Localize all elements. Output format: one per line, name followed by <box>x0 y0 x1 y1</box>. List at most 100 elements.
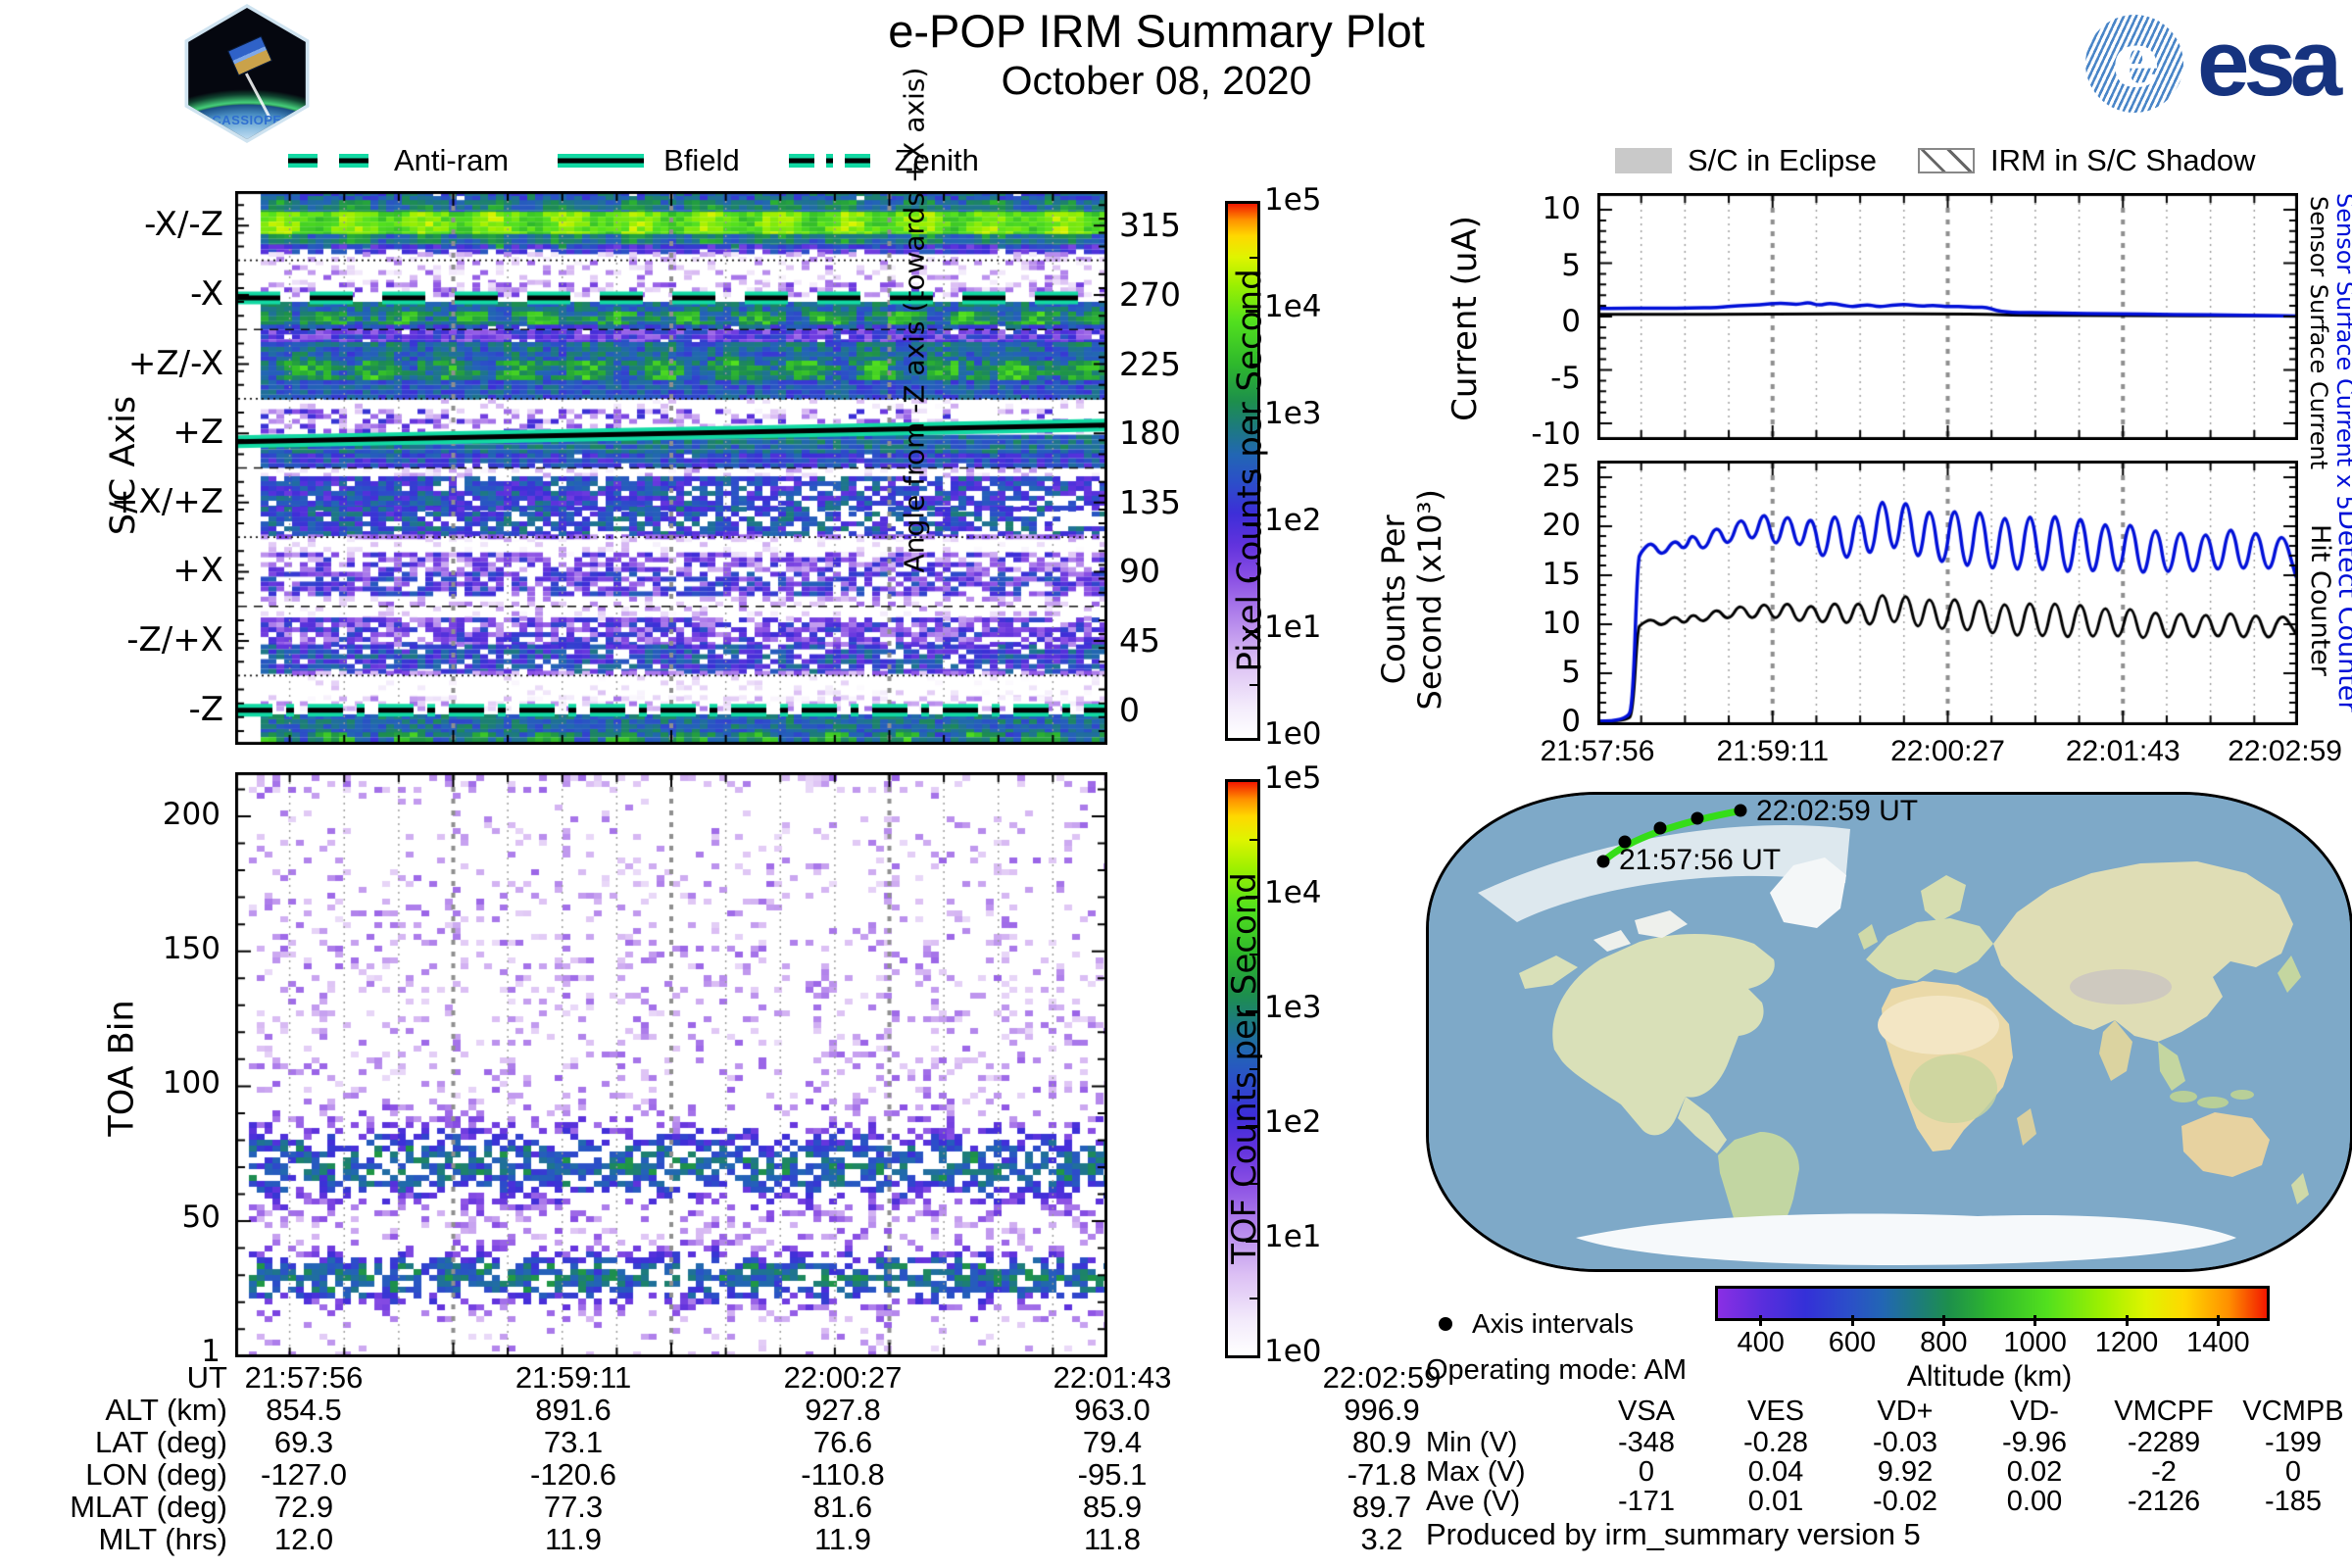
colorbar-tick-icon <box>1246 1010 1257 1013</box>
colorbar-tick-icon <box>1246 1240 1257 1243</box>
altitude-tick-icon <box>2034 1315 2037 1326</box>
tof-cbar-tick-label: 1e2 <box>1264 1104 1322 1140</box>
altitude-tick-icon <box>1759 1315 1763 1326</box>
counts-ytick-label: 5 <box>1561 655 1581 690</box>
counts-ytick-label: 15 <box>1542 557 1581 592</box>
axis-intervals-dot-icon <box>1439 1317 1452 1331</box>
voltage-col-header: VES <box>1746 1396 1805 1427</box>
eclipse-shadow-legend: S/C in Eclipse IRM in S/C Shadow <box>1615 143 2255 178</box>
current-ytick-label: -5 <box>1550 360 1581 396</box>
ephemeris-cell: -120.6 <box>530 1457 616 1492</box>
altitude-tick-label: 800 <box>1920 1327 1968 1358</box>
altitude-tick-icon <box>1850 1315 1854 1326</box>
ephemeris-row-header: ALT (km) <box>105 1393 227 1427</box>
tof-cbar-tick-label: 1e5 <box>1264 760 1322 796</box>
voltage-cell: 0.04 <box>1747 1456 1804 1488</box>
voltage-cell: -9.96 <box>2001 1427 2068 1458</box>
sc-axis-row-label: -X/-Z <box>144 205 223 245</box>
legend-item-eclipse: S/C in Eclipse <box>1615 143 1877 178</box>
solid-line-icon <box>558 154 645 168</box>
line-style-legend: Anti-ram Bfield Zenith <box>284 143 979 178</box>
pixel-cbar-tick-label: 1e5 <box>1264 182 1322 218</box>
colorbar-tick-icon <box>1250 1182 1257 1185</box>
time-xtick-label: 22:01:43 <box>2065 735 2180 767</box>
colorbar-tick-icon <box>1246 310 1257 313</box>
ephemeris-row-header: UT <box>186 1360 227 1395</box>
voltage-row-header: Ave (V) <box>1426 1486 1521 1517</box>
counts-ytick-label: 0 <box>1561 704 1581 739</box>
voltage-col-header: VD+ <box>1877 1396 1934 1427</box>
counts-ytick-label: 25 <box>1542 459 1581 494</box>
satellite-icon <box>227 35 273 76</box>
voltage-cell: -348 <box>1617 1427 1676 1458</box>
ephemeris-cell: 72.9 <box>273 1490 334 1524</box>
track-dot-icon <box>1734 804 1747 817</box>
ephemeris-cell: 996.9 <box>1344 1393 1420 1427</box>
time-xtick-label: 21:57:56 <box>1540 735 1655 767</box>
page-title: e-POP IRM Summary Plot <box>888 5 1425 57</box>
ephemeris-cell: 79.4 <box>1082 1425 1143 1459</box>
legend-item-zenith: Zenith <box>785 143 979 178</box>
angle-tick-label: 315 <box>1119 206 1181 245</box>
ephemeris-cell: 21:57:56 <box>244 1360 364 1395</box>
ephemeris-cell: 77.3 <box>543 1490 604 1524</box>
page-date: October 08, 2020 <box>1001 58 1312 103</box>
ephemeris-cell: -110.8 <box>801 1457 885 1492</box>
pixel-cbar-tick-label: 1e3 <box>1264 396 1322 431</box>
toa-ytick-label: 1 <box>201 1334 220 1369</box>
angle-tick-label: 180 <box>1119 414 1181 453</box>
legend-label: Anti-ram <box>394 143 510 177</box>
legend-item-anti-ram: Anti-ram <box>284 143 509 178</box>
legend-label: S/C in Eclipse <box>1688 143 1877 177</box>
colorbar-tick-icon <box>1250 1067 1257 1070</box>
track-start-time: 21:57:56 UT <box>1619 844 1782 876</box>
voltage-cell: -2126 <box>2127 1486 2201 1517</box>
toa-ytick-label: 200 <box>162 797 220 832</box>
sc-axis-spectrogram <box>235 191 1107 745</box>
colorbar-tick-icon <box>1250 838 1257 841</box>
voltage-cell: -0.28 <box>1742 1427 1809 1458</box>
voltage-cell: 0.01 <box>1747 1486 1804 1517</box>
world-map: 22:02:59 UT 21:57:56 UT <box>1426 792 2352 1272</box>
colorbar-tick-icon <box>1250 363 1257 366</box>
voltage-col-header: VCMPB <box>2242 1396 2344 1427</box>
current-ytick-label: -10 <box>1531 416 1581 452</box>
eclipse-swatch-icon <box>1615 148 1672 173</box>
counts-right-label-blue: Detect Counter <box>2332 510 2352 712</box>
tof-cbar-tick-label: 1e4 <box>1264 875 1322 910</box>
legend-item-shadow: IRM in S/C Shadow <box>1917 143 2255 178</box>
counts-ytick-label: 20 <box>1542 508 1581 543</box>
sc-axis-row-label: -X <box>190 273 223 314</box>
legend-label: Bfield <box>663 143 740 177</box>
ephemeris-cell: 85.9 <box>1082 1490 1143 1524</box>
pixel-cbar-tick-label: 1e0 <box>1264 716 1322 752</box>
axis-interval-dots <box>1596 804 1747 868</box>
counters-plot <box>1597 461 2298 725</box>
ephemeris-row-header: MLT (hrs) <box>98 1522 227 1556</box>
patch-label: CASSIOPE <box>212 113 282 127</box>
esa-logo: e esa <box>2085 10 2342 118</box>
sensor-current-plot <box>1597 193 2298 440</box>
current-ytick-label: 10 <box>1542 191 1581 226</box>
voltage-cell: -2289 <box>2127 1427 2201 1458</box>
colorbar-tick-icon <box>1250 953 1257 956</box>
ephemeris-cell: 3.2 <box>1360 1522 1403 1556</box>
altitude-tick-icon <box>2216 1315 2220 1326</box>
angle-tick-label: 135 <box>1119 482 1181 521</box>
voltage-row-header: Max (V) <box>1426 1456 1526 1488</box>
ephemeris-row-header: LON (deg) <box>85 1457 227 1492</box>
legend-label: Zenith <box>894 143 979 177</box>
sc-axis-row-label: +X <box>172 551 223 591</box>
esa-logo-text: esa <box>2197 11 2342 116</box>
legend-item-bfield: Bfield <box>554 143 740 178</box>
tof-cbar-tick-label: 1e0 <box>1264 1334 1322 1369</box>
esa-globe-icon: e <box>2085 15 2183 113</box>
voltage-cell: -171 <box>1617 1486 1676 1517</box>
voltage-cell: -185 <box>2264 1486 2323 1517</box>
ephemeris-cell: -127.0 <box>261 1457 347 1492</box>
colorbar-tick-icon <box>1246 1125 1257 1128</box>
track-dot-icon <box>1596 855 1610 868</box>
ephemeris-cell: 22:01:43 <box>1053 1360 1172 1395</box>
voltage-row-header: Min (V) <box>1426 1427 1518 1458</box>
pixel-cbar-tick-label: 1e2 <box>1264 503 1322 538</box>
